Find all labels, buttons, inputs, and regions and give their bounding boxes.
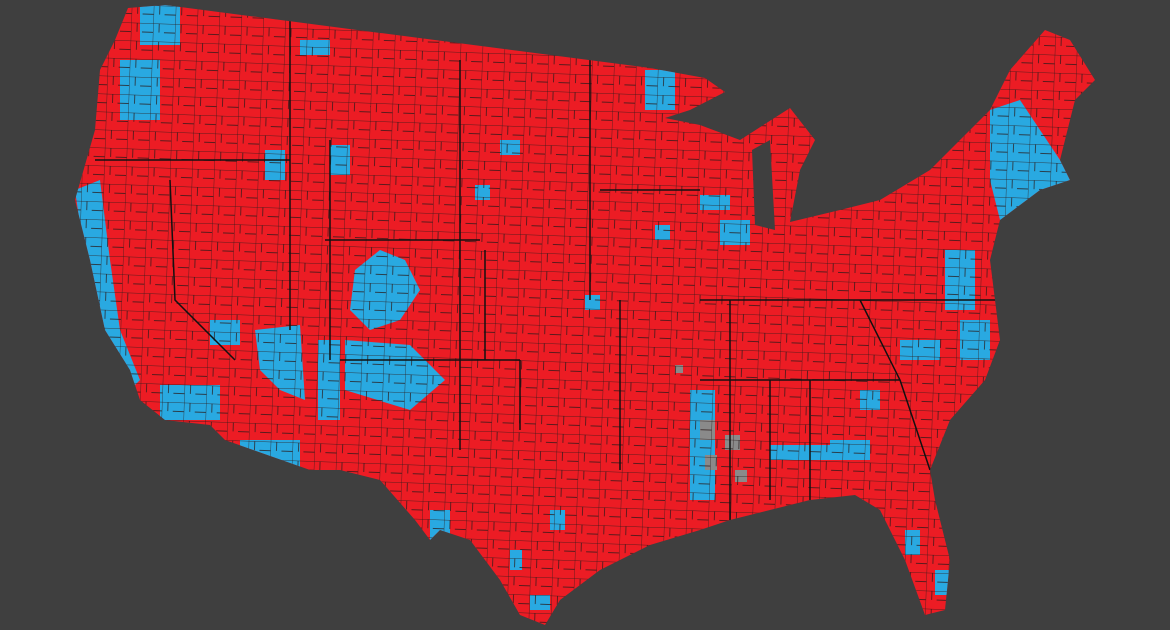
state-lines xyxy=(95,20,1000,520)
lake-michigan xyxy=(752,140,775,230)
